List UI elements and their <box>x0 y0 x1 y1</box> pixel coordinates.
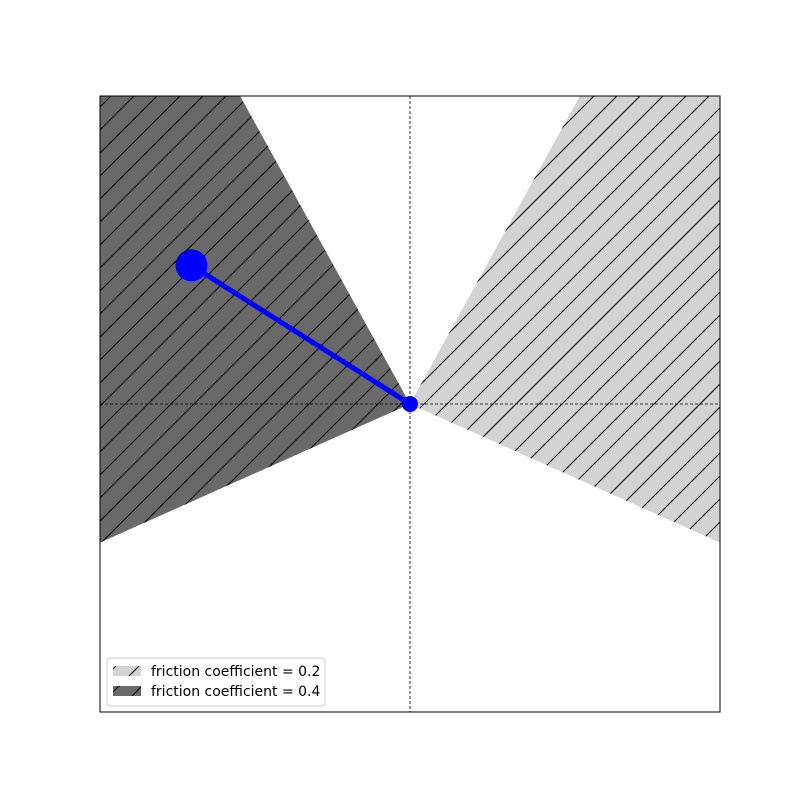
legend-label: friction coefficient = 0.4 <box>151 684 321 700</box>
segments-layer <box>188 262 413 407</box>
pivot-point <box>402 396 418 412</box>
legend-entry-1: friction coefficient = 0.4 <box>113 684 321 700</box>
legend: friction coefficient = 0.2 friction coef… <box>106 657 326 707</box>
legend-swatch-hatch <box>113 666 141 676</box>
legend-label: friction coefficient = 0.2 <box>151 664 320 680</box>
pendulum-rod <box>188 262 413 407</box>
friction-cone-hatch <box>410 96 720 543</box>
regions-layer <box>100 96 720 543</box>
legend-entry-0: friction coefficient = 0.2 <box>113 664 320 680</box>
legend-swatch-hatch <box>113 686 141 696</box>
markers-layer <box>175 249 418 412</box>
plot-frame <box>99 95 721 713</box>
friction-cone-hatch <box>100 96 410 543</box>
pendulum-mass <box>175 249 208 282</box>
legend-box <box>106 657 326 707</box>
